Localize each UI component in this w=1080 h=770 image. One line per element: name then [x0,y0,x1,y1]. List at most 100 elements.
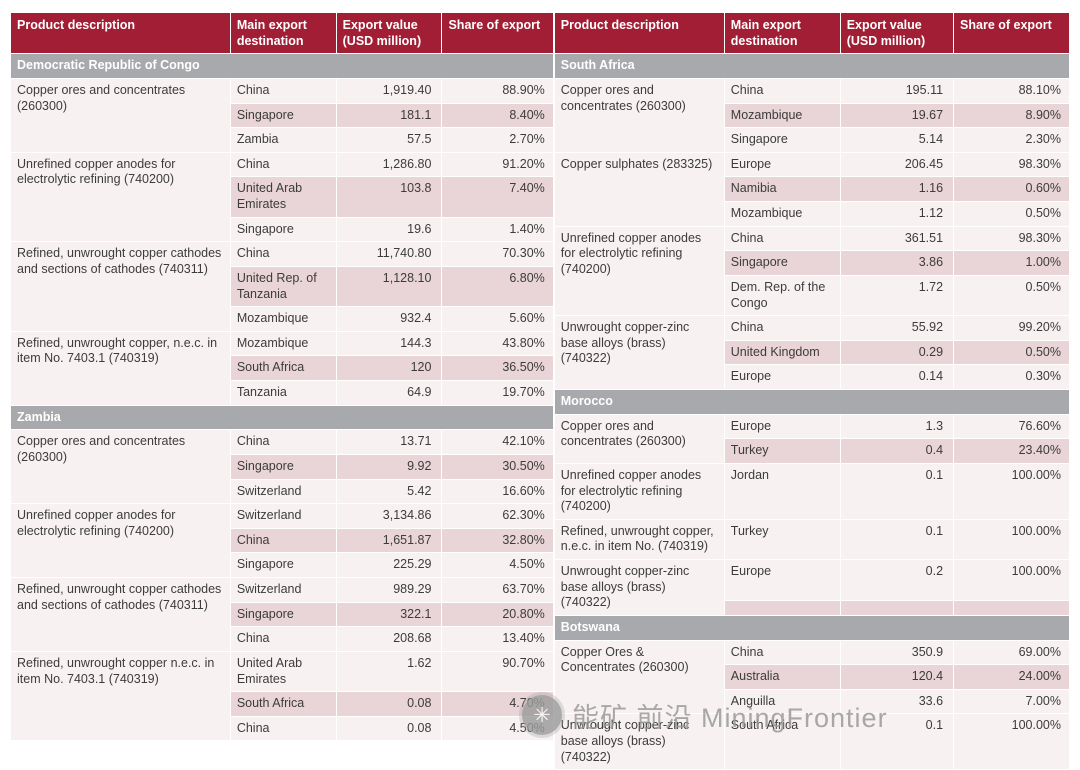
destination-cell: Switzerland [229,577,337,603]
destination-cell: Singapore [229,102,337,129]
value-cell: 0.08 [335,715,443,742]
destination-cell: South Africa [229,355,337,381]
value-cell: 57.5 [335,127,443,153]
share-cell: 100.00% [953,559,1070,601]
share-cell: 13.40% [441,626,554,652]
value-cell: 195.11 [839,77,955,104]
product-cell: Refined, unwrought copper, n.e.c. in ite… [553,518,725,561]
table-row: Singapore 181.1 8.40% [11,102,554,129]
table-row: Zambia 57.5 2.70% [11,127,554,153]
share-cell: 62.30% [441,503,554,529]
value-cell: 322.1 [335,601,443,628]
table-row: Refined, unwrought copper n.e.c. in item… [10,650,554,742]
share-cell: 70.30% [441,241,554,267]
share-cell: 6.80% [441,265,554,308]
destination-cell: South Africa [229,691,337,717]
value-cell: 1.72 [839,274,955,317]
share-cell: 7.40% [441,176,554,218]
value-cell: 13.71 [335,429,443,455]
table-row: Tanzania 64.9 19.70% [11,380,554,406]
value-cell: 120.4 [839,664,955,690]
table-row: Australia 120.4 24.00% [554,664,1070,690]
destination-cell: Europe [723,559,841,601]
destination-cell: South Africa [723,713,841,770]
value-cell: 932.4 [335,306,443,332]
value-cell [839,599,955,616]
share-cell: 1.40% [441,216,554,243]
share-cell: 8.40% [441,102,554,129]
product-cell: Refined, unwrought copper cathodes and s… [10,577,231,652]
table-row: Refined, unwrought copper cathodes and s… [10,241,554,332]
table-row: Refined, unwrought copper, n.e.c. in ite… [553,518,1070,561]
value-cell: 1,919.40 [335,77,443,104]
destination-cell: Switzerland [229,478,337,505]
product-cell: Unrefined copper anodes for electrolytic… [553,225,725,317]
value-cell: 0.4 [839,438,955,464]
section-row: Morocco [553,389,1070,415]
table-row: Singapore 9.92 30.50% [11,453,554,480]
table-row: Singapore 19.6 1.40% [11,216,554,243]
column-header: Share of export [953,11,1070,55]
share-cell: 32.80% [441,527,554,554]
share-cell: 0.50% [953,274,1070,317]
destination-cell: China [229,241,337,267]
share-cell: 99.20% [953,315,1070,341]
share-cell: 88.90% [441,77,554,104]
destination-cell: Singapore [229,552,337,578]
value-cell: 1.3 [839,413,955,440]
value-cell: 1,286.80 [335,151,443,178]
value-cell: 181.1 [335,102,443,129]
section-row: Botswana [553,614,1070,641]
table-row: China 1,651.87 32.80% [11,527,554,554]
value-cell: 208.68 [335,626,443,652]
table-row [554,599,1070,616]
product-cell: Unrefined copper anodes for electrolytic… [10,151,231,243]
table-row: Refined, unwrought copper cathodes and s… [10,577,554,652]
share-cell: 16.60% [441,478,554,505]
product-cell: Copper ores and concentrates (260300) [553,77,725,153]
value-cell: 0.1 [839,713,955,770]
value-cell: 19.67 [839,102,955,129]
section-row: Democratic Republic of Congo [10,53,554,79]
share-cell: 19.70% [441,380,554,406]
share-cell: 63.70% [441,577,554,603]
column-header: Export value (USD million) [839,11,955,55]
table-row: Copper ores and concentrates (260300) Eur… [553,413,1070,464]
product-cell: Refined, unwrought copper cathodes and s… [10,241,231,332]
table-row: Unrefined copper anodes for electrolytic… [10,503,554,578]
destination-cell: United Arab Emirates [229,176,337,218]
product-cell: Unwrought copper-zinc base alloys (brass… [553,713,725,770]
share-cell: 91.20% [441,151,554,178]
table-row: Unrefined copper anodes for electrolytic… [553,462,1070,520]
value-cell: 361.51 [839,225,955,252]
share-cell: 23.40% [953,438,1070,464]
share-cell: 7.00% [953,688,1070,715]
section-header-botswana: Botswana [553,614,1070,641]
destination-cell [723,599,841,616]
destination-cell: United Kingdom [723,339,841,366]
product-cell: Copper Ores & Concentrates (260300) [553,639,725,715]
share-cell: 88.10% [953,77,1070,104]
value-cell: 144.3 [335,330,443,357]
value-cell: 5.42 [335,478,443,505]
value-cell: 0.14 [839,364,955,390]
table-row: Unwrought copper-zinc base alloys (brass… [553,315,1070,390]
value-cell: 33.6 [839,688,955,715]
destination-cell: Mozambique [723,201,841,227]
table-row: United Rep. of Tanzania 1,128.10 6.80% [11,265,554,308]
destination-cell: Mozambique [229,306,337,332]
destination-cell: China [723,639,841,666]
value-cell: 55.92 [839,315,955,341]
table-row: Singapore 322.1 20.80% [11,601,554,628]
destination-cell: United Rep. of Tanzania [229,265,337,308]
destination-cell: Switzerland [229,503,337,529]
share-cell: 2.30% [953,127,1070,153]
product-cell: Copper ores and concentrates (260300) [10,77,231,153]
share-cell: 0.50% [953,339,1070,366]
value-cell: 989.29 [335,577,443,603]
header-row: Product description Main export destinati… [553,11,1070,55]
destination-cell: Zambia [229,127,337,153]
value-cell: 1.62 [335,650,443,693]
value-cell: 9.92 [335,453,443,480]
